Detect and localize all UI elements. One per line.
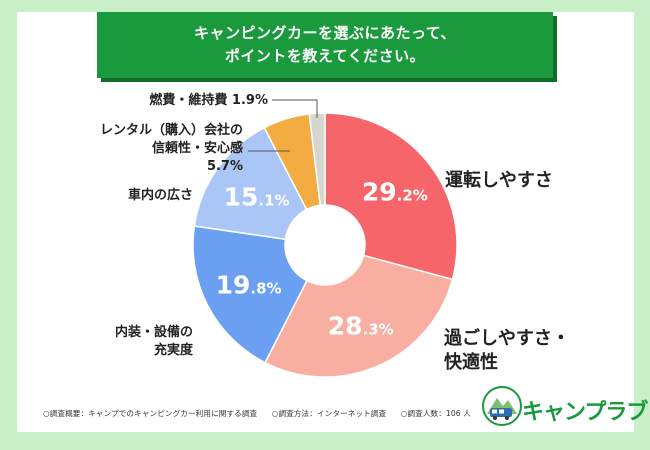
- slice-value-3: 19.8%: [216, 271, 282, 300]
- leader-line-fuel: [272, 99, 318, 118]
- label-space: 車内の広さ: [128, 187, 193, 203]
- slice-1: [324, 112, 458, 281]
- label-fuel-cost: 燃費・維持費 1.9%: [149, 92, 268, 108]
- label-rental-trust: レンタル（購入）会社の信頼性・安心感 5.7%: [100, 122, 243, 174]
- title-line-2: ポイントを教えてください。: [224, 47, 426, 65]
- title-line-1: キャンピングカーを選ぶにあたって、: [193, 24, 456, 42]
- slice-6: [308, 112, 326, 207]
- survey-count: ○調査人数：106 人: [400, 409, 471, 418]
- slice-value-2: 28.3%: [328, 311, 394, 340]
- slice-value-1: 29.2%: [362, 178, 428, 207]
- label-comfort: 過ごしやすさ・快適性: [444, 327, 570, 373]
- label-driving-ease: 運転しやすさ: [445, 169, 553, 191]
- slice-value-4: 15.1%: [224, 182, 290, 211]
- campervan-mountain-badge-icon: [482, 386, 522, 426]
- title-banner: キャンピングカーを選ぶにあたって、 ポイントを教えてください。: [97, 12, 553, 78]
- survey-footer: ○調査概要：キャンプでのキャンピングカー利用に関する調査 ○調査方法：インターネ…: [43, 408, 483, 419]
- slice-3: [192, 225, 308, 364]
- survey-overview: ○調査概要：キャンプでのキャンピングカー利用に関する調査: [43, 409, 258, 418]
- survey-method: ○調査方法：インターネット調査: [271, 409, 387, 418]
- slice-2: [264, 254, 454, 378]
- brand-logo-text: キャンプラブ: [522, 400, 648, 425]
- label-interior: 内装・設備の充実度: [115, 324, 194, 358]
